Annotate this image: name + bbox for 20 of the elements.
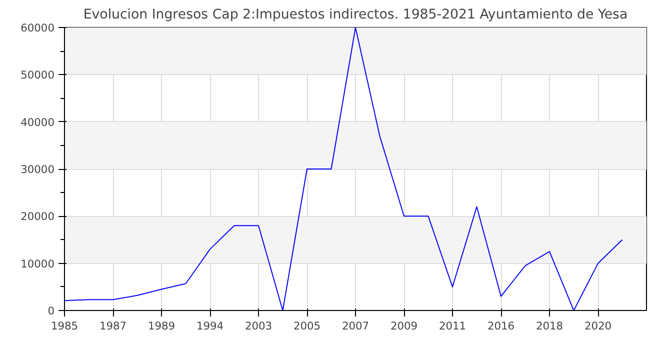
x-tick-label: 1994 [196,320,224,332]
x-tick-label: 2009 [390,320,418,332]
y-tick-label: 40000 [20,116,55,129]
x-tick-label: 2007 [342,320,370,332]
x-tick-label: 2005 [293,320,321,332]
y-tick-label: 30000 [20,163,55,176]
y-tick-label: 50000 [20,68,55,82]
x-tick-label: 2003 [244,320,272,332]
y-tick-label: 0 [48,304,55,318]
y-tick-label: 10000 [20,257,55,270]
chart-title: Evolucion Ingresos Cap 2:Impuestos indirectos. 1985-2021 Ayuntamiento de Yesa [83,8,628,22]
y-tick-label: 60000 [20,22,55,34]
y-tick-label: 20000 [20,210,55,224]
x-tick-label: 2011 [438,320,466,332]
x-tick-label: 2018 [536,320,564,332]
x-tick-label: 1987 [99,320,127,332]
x-tick-label: 1989 [148,320,176,332]
x-tick-label: 2016 [487,320,515,332]
x-tick-label: 1985 [50,320,78,332]
x-tick-label: 2020 [584,320,612,332]
